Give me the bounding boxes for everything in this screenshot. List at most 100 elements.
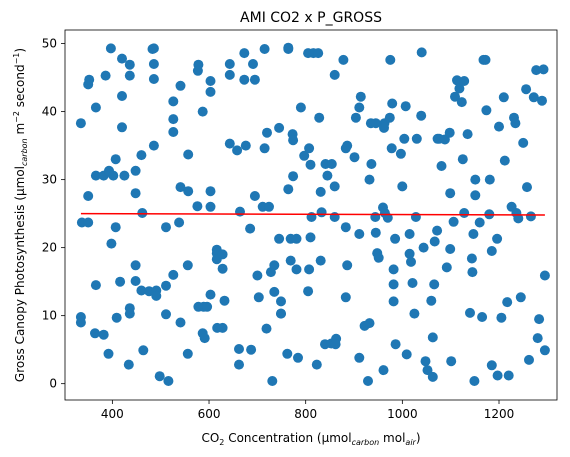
data-point bbox=[322, 170, 333, 181]
data-point bbox=[386, 143, 397, 154]
data-point bbox=[316, 207, 327, 218]
data-point bbox=[224, 69, 235, 80]
data-point bbox=[469, 376, 480, 386]
data-point bbox=[224, 138, 235, 149]
data-point bbox=[410, 212, 421, 222]
data-point bbox=[174, 217, 185, 228]
data-point bbox=[283, 44, 294, 54]
data-point bbox=[130, 276, 141, 286]
data-point bbox=[100, 70, 111, 81]
data-point bbox=[219, 295, 230, 306]
data-point bbox=[248, 59, 258, 69]
data-point bbox=[429, 279, 440, 290]
data-point bbox=[130, 188, 141, 199]
data-point bbox=[436, 161, 447, 171]
data-point bbox=[379, 122, 389, 133]
x-axis-label: CO2 Concentration (µmolcarbon molair) bbox=[201, 431, 420, 447]
data-point bbox=[259, 143, 270, 154]
data-point bbox=[205, 186, 216, 197]
data-point bbox=[161, 280, 171, 291]
data-point bbox=[144, 286, 155, 297]
data-point bbox=[90, 102, 101, 113]
data-point bbox=[199, 333, 210, 344]
y-tick-label: 10 bbox=[42, 309, 57, 323]
data-point bbox=[366, 159, 377, 169]
data-point bbox=[329, 69, 340, 80]
axes-frame bbox=[64, 29, 558, 401]
data-point bbox=[513, 213, 524, 224]
x-tick-label: 600 bbox=[198, 407, 221, 421]
data-point bbox=[182, 260, 193, 271]
data-point bbox=[315, 255, 326, 266]
data-point bbox=[267, 376, 278, 386]
data-point bbox=[240, 140, 251, 151]
data-point bbox=[503, 370, 514, 381]
data-point bbox=[175, 182, 186, 193]
data-point bbox=[311, 359, 322, 370]
data-point bbox=[399, 133, 410, 144]
data-point bbox=[295, 102, 306, 113]
data-point bbox=[274, 122, 285, 133]
data-point bbox=[136, 150, 147, 161]
data-point bbox=[148, 74, 159, 84]
x-tick-label: 1200 bbox=[484, 407, 515, 421]
data-point bbox=[239, 48, 250, 59]
data-point bbox=[518, 137, 529, 148]
data-point bbox=[192, 65, 203, 76]
data-point bbox=[427, 371, 438, 382]
data-point bbox=[388, 279, 399, 290]
data-point bbox=[510, 118, 521, 129]
data-point bbox=[274, 233, 285, 244]
data-point bbox=[288, 135, 299, 146]
data-point bbox=[161, 222, 171, 233]
y-tick-label: 50 bbox=[42, 37, 57, 51]
data-point bbox=[123, 359, 134, 370]
data-point bbox=[457, 154, 468, 165]
data-point bbox=[259, 44, 270, 54]
data-point bbox=[137, 208, 148, 218]
data-point bbox=[390, 339, 401, 350]
data-point bbox=[306, 212, 317, 222]
data-point bbox=[409, 308, 420, 319]
data-point bbox=[136, 285, 147, 296]
data-point bbox=[456, 97, 467, 108]
data-point bbox=[202, 301, 213, 312]
data-point bbox=[354, 229, 365, 239]
data-point bbox=[404, 229, 415, 239]
data-point bbox=[205, 76, 216, 86]
data-point bbox=[117, 91, 127, 101]
data-point bbox=[90, 280, 101, 291]
trend-line bbox=[80, 212, 545, 216]
data-point bbox=[340, 292, 351, 303]
data-point bbox=[521, 84, 532, 95]
data-point bbox=[342, 260, 353, 271]
data-point bbox=[217, 263, 228, 274]
data-point bbox=[432, 225, 443, 236]
data-point bbox=[154, 371, 165, 382]
data-point bbox=[370, 212, 381, 222]
data-point bbox=[418, 242, 429, 253]
data-point bbox=[532, 333, 543, 344]
y-tick-label: 30 bbox=[42, 173, 57, 187]
data-point bbox=[363, 376, 373, 386]
data-point bbox=[117, 122, 127, 133]
data-point bbox=[329, 212, 340, 222]
data-point bbox=[400, 101, 411, 112]
data-point bbox=[427, 332, 438, 343]
data-point bbox=[528, 92, 539, 103]
data-point bbox=[395, 148, 406, 159]
data-point bbox=[388, 264, 399, 275]
data-point bbox=[330, 339, 341, 350]
y-tick-label: 20 bbox=[42, 241, 57, 255]
data-point bbox=[163, 376, 174, 386]
data-point bbox=[239, 74, 250, 85]
data-point bbox=[130, 260, 141, 271]
data-point bbox=[531, 65, 542, 76]
data-point bbox=[454, 83, 465, 94]
data-point bbox=[515, 292, 526, 303]
data-point bbox=[378, 365, 389, 376]
data-point bbox=[205, 201, 216, 212]
data-point bbox=[420, 356, 431, 367]
data-point bbox=[354, 102, 365, 113]
data-point bbox=[168, 269, 179, 280]
